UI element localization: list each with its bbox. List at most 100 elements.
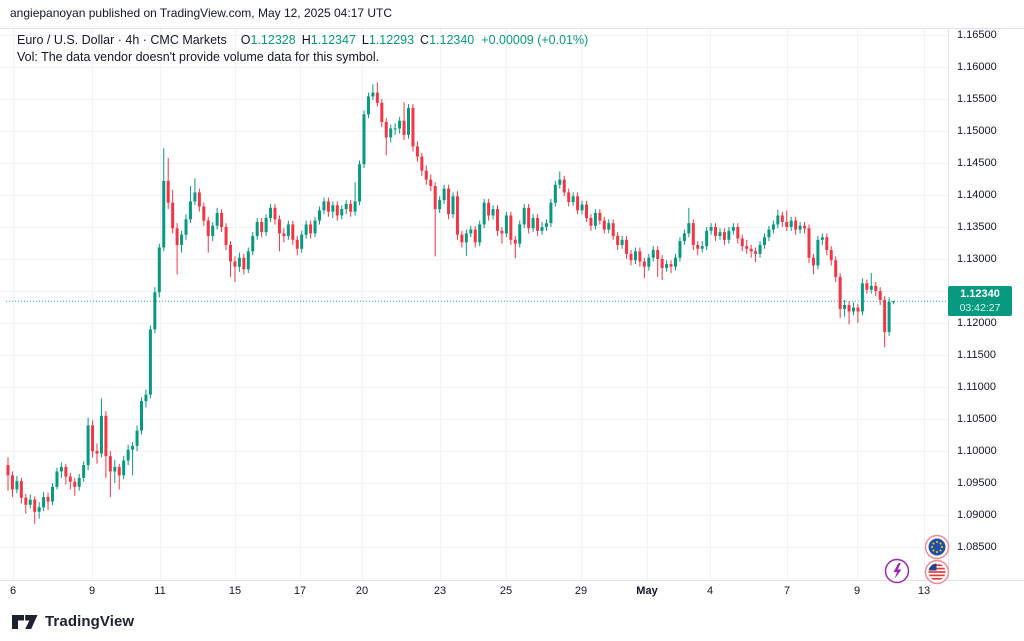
candle-body: [513, 239, 517, 244]
candle-body: [73, 481, 77, 487]
candle-body: [518, 224, 522, 244]
candle-body: [82, 465, 86, 478]
candle-body: [273, 207, 277, 220]
candle-body: [42, 497, 46, 508]
candle-body: [331, 205, 335, 212]
candle-body: [629, 253, 633, 261]
price-axis-label: 1.11000: [957, 380, 996, 393]
candle-body: [638, 251, 642, 262]
candle-body: [135, 430, 139, 446]
candle-body: [883, 299, 887, 332]
candle-body: [531, 218, 535, 229]
candle-body: [585, 204, 588, 219]
candle-body: [691, 223, 695, 245]
candle-body: [455, 196, 459, 235]
candle-body: [509, 215, 513, 240]
publish-attribution: angiepanoyan published on TradingView.co…: [10, 6, 393, 20]
chart-legend: Euro / U.S. Dollar · 4h · CMC Markets O 1.…: [17, 32, 588, 66]
candle-body: [99, 415, 103, 454]
candle-body: [68, 476, 72, 482]
candle-body: [611, 223, 615, 236]
candle-body: [433, 186, 437, 210]
candle-body: [807, 228, 811, 258]
symbol-title[interactable]: Euro / U.S. Dollar · 4h · CMC Markets: [17, 33, 227, 47]
candle-body: [763, 237, 766, 245]
candle-body: [202, 206, 206, 221]
candle-body: [366, 96, 370, 115]
candle-body: [55, 471, 59, 487]
candle-body: [656, 250, 660, 259]
time-axis[interactable]: 6 9 11 15 17 20 23 25 29 May 4 7 9 13: [0, 580, 1024, 602]
candle-body: [718, 232, 722, 236]
candle-body: [665, 264, 669, 268]
price-axis-label: 1.16000: [957, 60, 997, 73]
price-axis-label: 1.14500: [957, 156, 997, 169]
candle-body: [678, 241, 682, 258]
time-axis-label: 25: [499, 585, 513, 597]
candle-body: [798, 225, 802, 230]
candle-body: [869, 285, 873, 290]
candle-body: [77, 477, 81, 487]
candle-body: [206, 220, 210, 236]
candle-body: [669, 264, 673, 267]
time-axis-label: 7: [783, 585, 791, 597]
candle-body: [856, 307, 860, 312]
candle-body: [28, 499, 32, 505]
candle-body: [785, 221, 789, 227]
candle-body: [838, 276, 842, 309]
candle-body: [277, 219, 281, 234]
candle-body: [313, 220, 317, 234]
candle-body: [878, 291, 882, 300]
candle-body: [473, 229, 477, 243]
candle-body: [616, 235, 620, 245]
candle-body: [122, 460, 126, 476]
candle-body: [647, 257, 651, 267]
candle-body: [714, 227, 718, 236]
candle-body: [64, 467, 68, 477]
candle-body: [193, 192, 197, 202]
candle-body: [104, 415, 108, 457]
candle-body: [108, 456, 112, 472]
eu-flag-event-icon[interactable]: [924, 534, 950, 560]
time-axis-label: 23: [433, 585, 447, 597]
time-axis-label: 9: [853, 585, 861, 597]
candle-body: [567, 192, 571, 203]
candle-body: [340, 209, 344, 216]
candle-body: [91, 425, 95, 451]
tradingview-logo[interactable]: TradingView: [12, 613, 134, 630]
candle-body: [504, 215, 508, 234]
candle-body: [829, 250, 833, 261]
candle-body: [233, 261, 237, 267]
candle-body: [269, 207, 273, 219]
candle-body: [834, 260, 838, 277]
time-axis-label: 13: [917, 585, 931, 597]
economic-event-lightning-icon[interactable]: [884, 558, 910, 584]
candle-body: [175, 228, 179, 245]
candle-body: [282, 233, 286, 236]
price-axis-label: 1.08500: [957, 540, 997, 553]
price-axis[interactable]: 1.16500 1.16000 1.15500 1.15000 1.14500 1.140…: [948, 28, 1024, 580]
candle-body: [487, 202, 491, 216]
bar-countdown: 03:42:27: [959, 302, 1001, 315]
candle-body: [540, 227, 544, 231]
candle-body: [402, 120, 406, 135]
candle-body: [460, 234, 464, 243]
candle-body: [700, 246, 704, 249]
candle-body: [117, 467, 121, 476]
candle-body: [393, 128, 397, 130]
candle-body: [789, 220, 793, 227]
candle-body: [660, 259, 664, 268]
us-flag-event-icon[interactable]: [924, 559, 950, 585]
ohlc-value: 1.12293: [368, 33, 415, 47]
candle-body: [438, 200, 442, 210]
candle-body: [860, 283, 864, 312]
candle-body: [749, 248, 753, 252]
price-axis-label: 1.16500: [957, 28, 997, 41]
candle-body: [602, 220, 606, 230]
candle-body: [260, 221, 264, 233]
candle-body: [865, 283, 869, 290]
ohlc-key: O: [240, 33, 251, 47]
volume-note: Vol: The data vendor doesn't provide vol…: [17, 50, 380, 64]
candle-body: [384, 122, 388, 138]
